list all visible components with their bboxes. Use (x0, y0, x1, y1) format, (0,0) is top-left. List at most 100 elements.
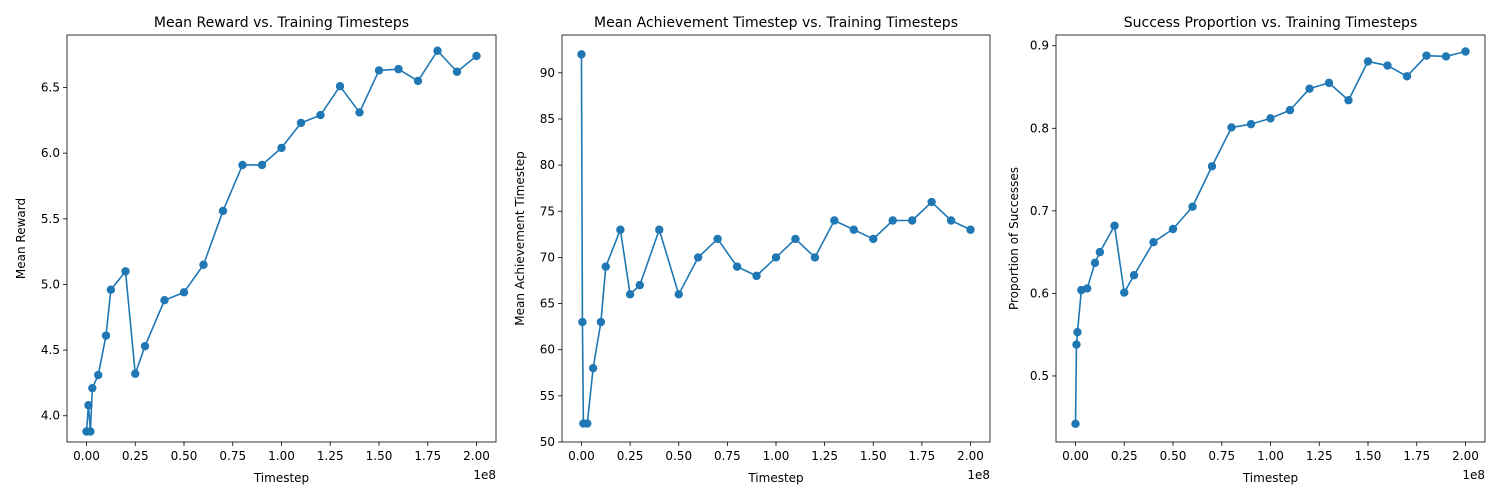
data-point (1149, 238, 1158, 247)
data-point (1188, 202, 1197, 211)
data-point (218, 206, 228, 216)
data-point (713, 234, 722, 244)
data-point (830, 216, 839, 225)
y-tick-label: 5.0 (41, 277, 60, 291)
x-tick-label: 2.00 (1452, 449, 1479, 463)
y-tick-label: 85 (540, 112, 555, 126)
data-point (946, 216, 956, 225)
data-point (616, 225, 625, 234)
data-point (121, 267, 130, 276)
x-tick-label: 1.25 (317, 449, 344, 463)
data-point (752, 271, 761, 281)
y-tick-label: 90 (540, 66, 555, 80)
data-point (869, 234, 878, 244)
x-tick-label: 1.50 (860, 449, 887, 463)
data-point (1246, 119, 1256, 129)
x-tick-label: 1.00 (268, 449, 295, 463)
chart-panel-2: Mean Achievement Timestep vs. Training T… (513, 15, 991, 485)
data-point (374, 66, 384, 75)
data-point (316, 110, 325, 120)
data-point (199, 260, 208, 269)
x-tick-label: 0.00 (1062, 449, 1089, 463)
y-axis-label: Mean Reward (14, 198, 28, 279)
series-line (580, 54, 971, 425)
x-axis-label: Timestep (747, 471, 803, 485)
chart-panel-3: Success Proportion vs. Training Timestep… (1007, 15, 1486, 485)
data-point (655, 225, 664, 234)
data-point (888, 216, 897, 225)
data-point (179, 288, 189, 297)
x-tick-label: 1.00 (763, 449, 790, 463)
x-tick-label: 0.25 (617, 449, 644, 463)
series-line (85, 49, 478, 433)
x-axis-offset-text: 1e8 (967, 468, 990, 482)
data-point (106, 285, 116, 294)
data-point (277, 143, 286, 153)
chart-title: Mean Reward vs. Training Timesteps (154, 15, 409, 31)
plot-frame (561, 34, 991, 443)
y-axis-label: Mean Achievement Timestep (513, 151, 527, 325)
x-tick-label: 0.50 (1160, 449, 1187, 463)
data-point (1266, 114, 1275, 123)
data-point (907, 216, 917, 225)
data-point (927, 197, 936, 207)
y-tick-label: 60 (540, 343, 555, 357)
data-point (238, 160, 247, 170)
data-point (1090, 258, 1100, 268)
data-point (578, 317, 587, 327)
y-tick-label: 0.9 (1030, 39, 1049, 53)
x-tick-label: 0.25 (122, 449, 149, 463)
x-tick-label: 0.75 (219, 449, 246, 463)
data-point (771, 253, 781, 262)
data-point (84, 401, 93, 410)
data-point (433, 46, 442, 55)
x-tick-label: 1.25 (811, 449, 838, 463)
x-tick-label: 1.75 (414, 449, 441, 463)
y-tick-label: 0.6 (1030, 286, 1049, 300)
data-point (1324, 78, 1334, 88)
x-tick-label: 1.00 (1257, 449, 1284, 463)
y-tick-label: 6.0 (41, 146, 60, 160)
x-tick-label: 1.25 (1306, 449, 1333, 463)
data-point (394, 64, 403, 74)
data-point (577, 50, 586, 59)
data-point (588, 363, 598, 373)
data-point (1383, 61, 1392, 70)
y-tick-label: 0.5 (1030, 369, 1049, 383)
data-point (1461, 47, 1470, 56)
x-tick-label: 1.50 (1355, 449, 1382, 463)
data-point (140, 341, 150, 351)
data-point (1305, 84, 1314, 93)
data-point (257, 160, 267, 170)
data-point (635, 280, 645, 290)
x-tick-label: 0.50 (665, 449, 692, 463)
data-point (1110, 221, 1119, 230)
data-point (1344, 96, 1353, 105)
data-point (596, 317, 606, 327)
y-tick-label: 5.5 (41, 212, 60, 226)
data-point (1073, 328, 1082, 337)
x-axis-label: Timestep (1242, 471, 1298, 485)
data-point (413, 76, 423, 86)
chart-title: Mean Achievement Timestep vs. Training T… (594, 15, 958, 31)
x-tick-label: 0.25 (1111, 449, 1138, 463)
data-point (1129, 271, 1139, 280)
data-point (94, 370, 103, 380)
data-point (1071, 419, 1080, 429)
data-point (1120, 288, 1129, 297)
plot-frame (1055, 34, 1486, 443)
data-point (101, 331, 111, 340)
data-point (1168, 224, 1178, 234)
y-tick-label: 0.7 (1030, 204, 1049, 218)
data-point (86, 427, 95, 436)
x-tick-label: 0.75 (714, 449, 741, 463)
x-tick-label: 0.50 (171, 449, 198, 463)
y-tick-label: 0.8 (1030, 121, 1049, 135)
y-tick-label: 80 (540, 158, 555, 172)
x-tick-label: 0.00 (568, 449, 595, 463)
plot-frame (66, 34, 497, 443)
data-point (1402, 72, 1412, 81)
data-point (1441, 52, 1451, 61)
x-tick-label: 1.75 (909, 449, 936, 463)
